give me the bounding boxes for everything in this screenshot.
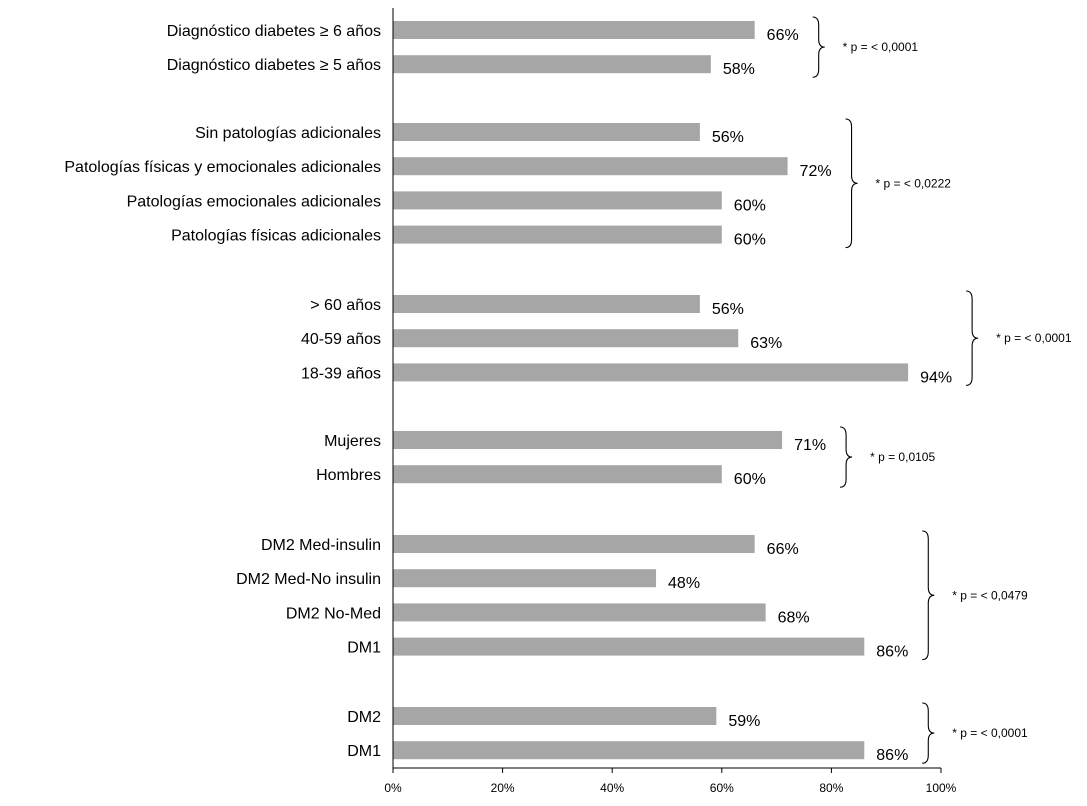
category-label: Patologías emocionales adicionales <box>127 193 381 210</box>
p-value-label: * p = < 0,0001 <box>843 40 919 54</box>
data-label: 60% <box>734 197 766 214</box>
category-label: DM2 No-Med <box>286 605 381 622</box>
category-label: > 60 años <box>310 297 381 314</box>
category-label: 18-39 años <box>301 365 381 382</box>
braces-layer: * p = < 0,0001 * p = < 0,0222 * p = < 0,00… <box>812 16 1072 764</box>
category-label: Sin patologías adicionales <box>195 125 381 142</box>
bar <box>393 535 755 553</box>
data-label: 63% <box>750 335 782 352</box>
data-label: 86% <box>876 644 908 661</box>
category-label: 40-59 años <box>301 331 381 348</box>
bar <box>393 225 722 244</box>
data-label: 48% <box>668 575 700 592</box>
axis-layer: 0% 20% 40% 60% 80% 100% <box>384 8 957 795</box>
bar <box>393 55 711 74</box>
bar <box>393 191 722 210</box>
category-label: DM1 <box>347 743 381 760</box>
bar <box>393 431 783 449</box>
bar <box>393 465 722 484</box>
category-label: DM2 <box>347 709 381 726</box>
group-brace <box>845 118 858 249</box>
bar <box>393 123 700 141</box>
data-label: 86% <box>876 747 908 764</box>
data-label: 72% <box>800 163 832 180</box>
category-label: DM1 <box>347 640 381 657</box>
x-tick-label: 60% <box>710 781 734 795</box>
x-tick-label: 20% <box>491 781 515 795</box>
data-label: 60% <box>734 232 766 249</box>
bar <box>393 707 717 725</box>
bar <box>393 569 657 588</box>
data-label: 56% <box>712 129 744 146</box>
category-label: DM2 Med-insulin <box>261 537 381 554</box>
bar <box>393 21 755 39</box>
group-brace <box>812 16 825 78</box>
bar <box>393 741 865 760</box>
x-tick-label: 100% <box>926 781 957 795</box>
x-tick-label: 80% <box>819 781 843 795</box>
category-label: Hombres <box>316 467 381 484</box>
bar <box>393 157 788 176</box>
group-brace <box>840 426 853 488</box>
p-value-label: * p = < 0,0479 <box>952 588 1028 602</box>
category-label: Mujeres <box>324 433 381 450</box>
group-brace <box>922 530 935 661</box>
bar <box>393 295 700 313</box>
bar <box>393 329 739 348</box>
bar <box>393 603 766 622</box>
data-label: 71% <box>794 437 826 454</box>
x-tick-label: 40% <box>600 781 624 795</box>
bar <box>393 363 909 382</box>
bar <box>393 637 865 656</box>
bars-layer: Diagnóstico diabetes ≥ 6 años 66% Diagnóst… <box>64 21 952 764</box>
data-label: 94% <box>920 369 952 386</box>
group-brace <box>922 702 935 764</box>
p-value-label: * p = 0,0105 <box>870 450 935 464</box>
data-label: 66% <box>767 27 799 44</box>
category-label: Patologías físicas adicionales <box>171 228 381 245</box>
data-label: 68% <box>778 609 810 626</box>
data-label: 56% <box>712 301 744 318</box>
category-label: Diagnóstico diabetes ≥ 5 años <box>167 57 381 74</box>
x-tick-label: 0% <box>384 781 402 795</box>
p-value-label: * p = < 0,0001 <box>952 726 1028 740</box>
group-brace <box>966 290 979 386</box>
data-label: 59% <box>728 713 760 730</box>
category-label: Patologías físicas y emocionales adicion… <box>64 159 381 176</box>
data-label: 60% <box>734 471 766 488</box>
category-label: DM2 Med-No insulin <box>236 571 381 588</box>
p-value-label: * p = < 0,0001 <box>996 331 1072 345</box>
data-label: 66% <box>767 541 799 558</box>
data-label: 58% <box>723 61 755 78</box>
p-value-label: * p = < 0,0222 <box>876 176 952 190</box>
category-label: Diagnóstico diabetes ≥ 6 años <box>167 23 381 40</box>
